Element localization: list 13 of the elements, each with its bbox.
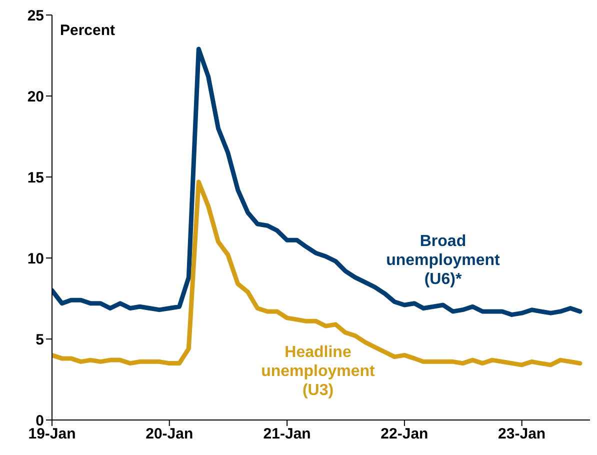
y-tick-label: 25 [27,7,44,24]
annotation: Percent [60,22,116,39]
series-label: Headline unemployment (U3) [261,344,376,399]
x-tick-label: 21-Jan [263,426,311,443]
y-tick-label: 10 [27,250,44,268]
x-tick-label: 22-Jan [380,426,428,443]
y-tick-label: 20 [27,88,44,106]
line-series [52,46,582,317]
x-tick-label: 20-Jan [146,426,194,443]
y-tick-label: 5 [36,331,44,348]
x-tick-label: 23-Jan [498,426,546,443]
y-tick-label: 15 [27,169,44,186]
series-label: Broad unemployment (U6)* [386,233,501,288]
